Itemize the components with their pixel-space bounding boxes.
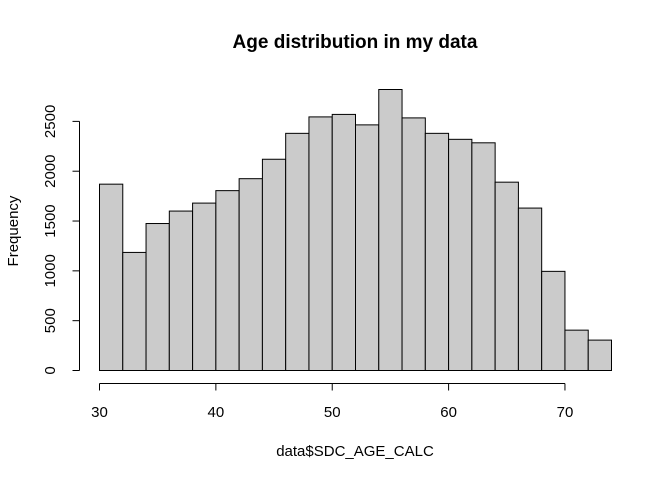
x-tick-label: 60 <box>440 404 457 421</box>
histogram-bar <box>378 89 403 371</box>
y-axis: 0 500 1000 1500 2000 2500 <box>42 105 80 375</box>
y-tick-label: 1000 <box>42 254 59 287</box>
histogram-bar <box>587 339 613 371</box>
histogram-bar <box>192 202 217 371</box>
histogram-bar <box>215 190 240 371</box>
histogram-bar <box>238 178 263 371</box>
bars-group <box>99 89 613 372</box>
histogram-bar <box>401 117 426 371</box>
histogram-bar <box>471 142 496 371</box>
x-axis: 30 40 50 60 70 <box>91 383 574 421</box>
histogram-bar <box>448 138 473 371</box>
x-tick-label: 70 <box>557 404 574 421</box>
y-tick-label: 2500 <box>42 105 59 138</box>
y-tick-label: 0 <box>42 366 59 374</box>
histogram-bar <box>541 270 566 372</box>
x-tick-label: 40 <box>208 404 225 421</box>
histogram-bar <box>261 158 287 371</box>
histogram-bar <box>122 251 147 371</box>
histogram-bar <box>424 132 450 371</box>
histogram-bar <box>355 124 380 371</box>
histogram-bar <box>99 183 124 371</box>
x-tick-label: 30 <box>91 404 108 421</box>
x-tick-label: 50 <box>324 404 341 421</box>
y-axis-label: Frequency <box>5 195 22 266</box>
histogram-bar <box>331 113 356 371</box>
histogram-bar <box>494 181 519 371</box>
histogram-bar <box>168 210 194 371</box>
histogram-bar <box>564 329 589 371</box>
histogram-bar <box>145 223 170 371</box>
y-tick-label: 1500 <box>42 204 59 237</box>
y-tick-label: 500 <box>42 308 59 333</box>
histogram-bar <box>285 132 310 371</box>
chart-title: Age distribution in my data <box>233 32 478 53</box>
x-axis-label: data$SDC_AGE_CALC <box>276 443 434 460</box>
histogram-bar <box>517 207 543 371</box>
y-tick-label: 2000 <box>42 155 59 188</box>
histogram-bar <box>308 116 333 371</box>
